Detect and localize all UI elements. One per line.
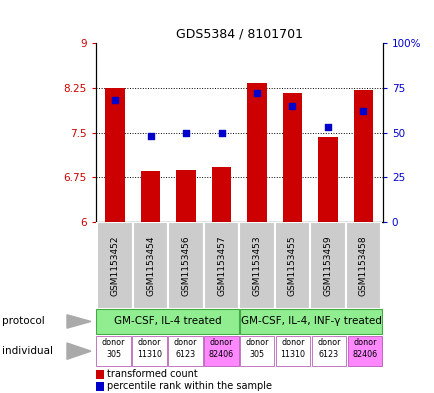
Text: GSM1153452: GSM1153452	[110, 235, 119, 296]
Bar	[141, 171, 160, 222]
Bar	[204, 336, 238, 367]
Bar	[317, 137, 337, 222]
Bar	[345, 222, 380, 309]
Text: transformed count: transformed count	[107, 369, 197, 379]
Bar	[239, 222, 274, 309]
Point	[253, 90, 260, 96]
Text: individual: individual	[2, 346, 53, 356]
Bar	[105, 88, 125, 222]
Text: donor
6123: donor 6123	[173, 338, 197, 358]
Text: protocol: protocol	[2, 316, 45, 327]
Text: GSM1153454: GSM1153454	[146, 235, 155, 296]
Bar	[168, 336, 202, 367]
Bar	[247, 83, 266, 222]
Bar	[211, 167, 231, 222]
Text: GSM1153456: GSM1153456	[181, 235, 190, 296]
Text: GSM1153457: GSM1153457	[217, 235, 226, 296]
Text: GSM1153458: GSM1153458	[358, 235, 367, 296]
Text: GSM1153459: GSM1153459	[322, 235, 332, 296]
Text: donor
11310: donor 11310	[137, 338, 161, 358]
Point	[147, 133, 154, 140]
Text: GSM1153453: GSM1153453	[252, 235, 261, 296]
Text: donor
6123: donor 6123	[316, 338, 340, 358]
Text: donor
305: donor 305	[245, 338, 268, 358]
Bar	[240, 336, 274, 367]
Bar	[95, 382, 104, 391]
Point	[288, 103, 295, 109]
Bar	[353, 90, 372, 222]
Text: GM-CSF, IL-4, INF-γ treated: GM-CSF, IL-4, INF-γ treated	[240, 316, 381, 327]
Bar	[168, 222, 204, 309]
Title: GDS5384 / 8101701: GDS5384 / 8101701	[175, 28, 302, 40]
Text: donor
82406: donor 82406	[208, 338, 233, 358]
Text: donor
11310: donor 11310	[280, 338, 305, 358]
Point	[324, 124, 331, 130]
Point	[217, 130, 224, 136]
Bar	[97, 222, 133, 309]
Bar	[311, 336, 345, 367]
Point	[359, 108, 366, 114]
Bar	[133, 222, 168, 309]
Bar	[132, 336, 166, 367]
Bar	[275, 336, 309, 367]
Text: GSM1153455: GSM1153455	[287, 235, 296, 296]
Bar	[282, 93, 302, 222]
Text: percentile rank within the sample: percentile rank within the sample	[107, 381, 272, 391]
Bar	[95, 369, 104, 379]
Polygon shape	[67, 343, 91, 359]
Point	[182, 130, 189, 136]
Bar	[204, 222, 239, 309]
Text: donor
305: donor 305	[102, 338, 125, 358]
Bar	[96, 309, 238, 334]
Bar	[176, 170, 195, 222]
Point	[112, 97, 118, 104]
Bar	[96, 336, 131, 367]
Bar	[309, 222, 345, 309]
Bar	[347, 336, 381, 367]
Text: donor
82406: donor 82406	[352, 338, 377, 358]
Polygon shape	[67, 315, 91, 328]
Bar	[274, 222, 309, 309]
Text: GM-CSF, IL-4 treated: GM-CSF, IL-4 treated	[113, 316, 221, 327]
Bar	[240, 309, 381, 334]
